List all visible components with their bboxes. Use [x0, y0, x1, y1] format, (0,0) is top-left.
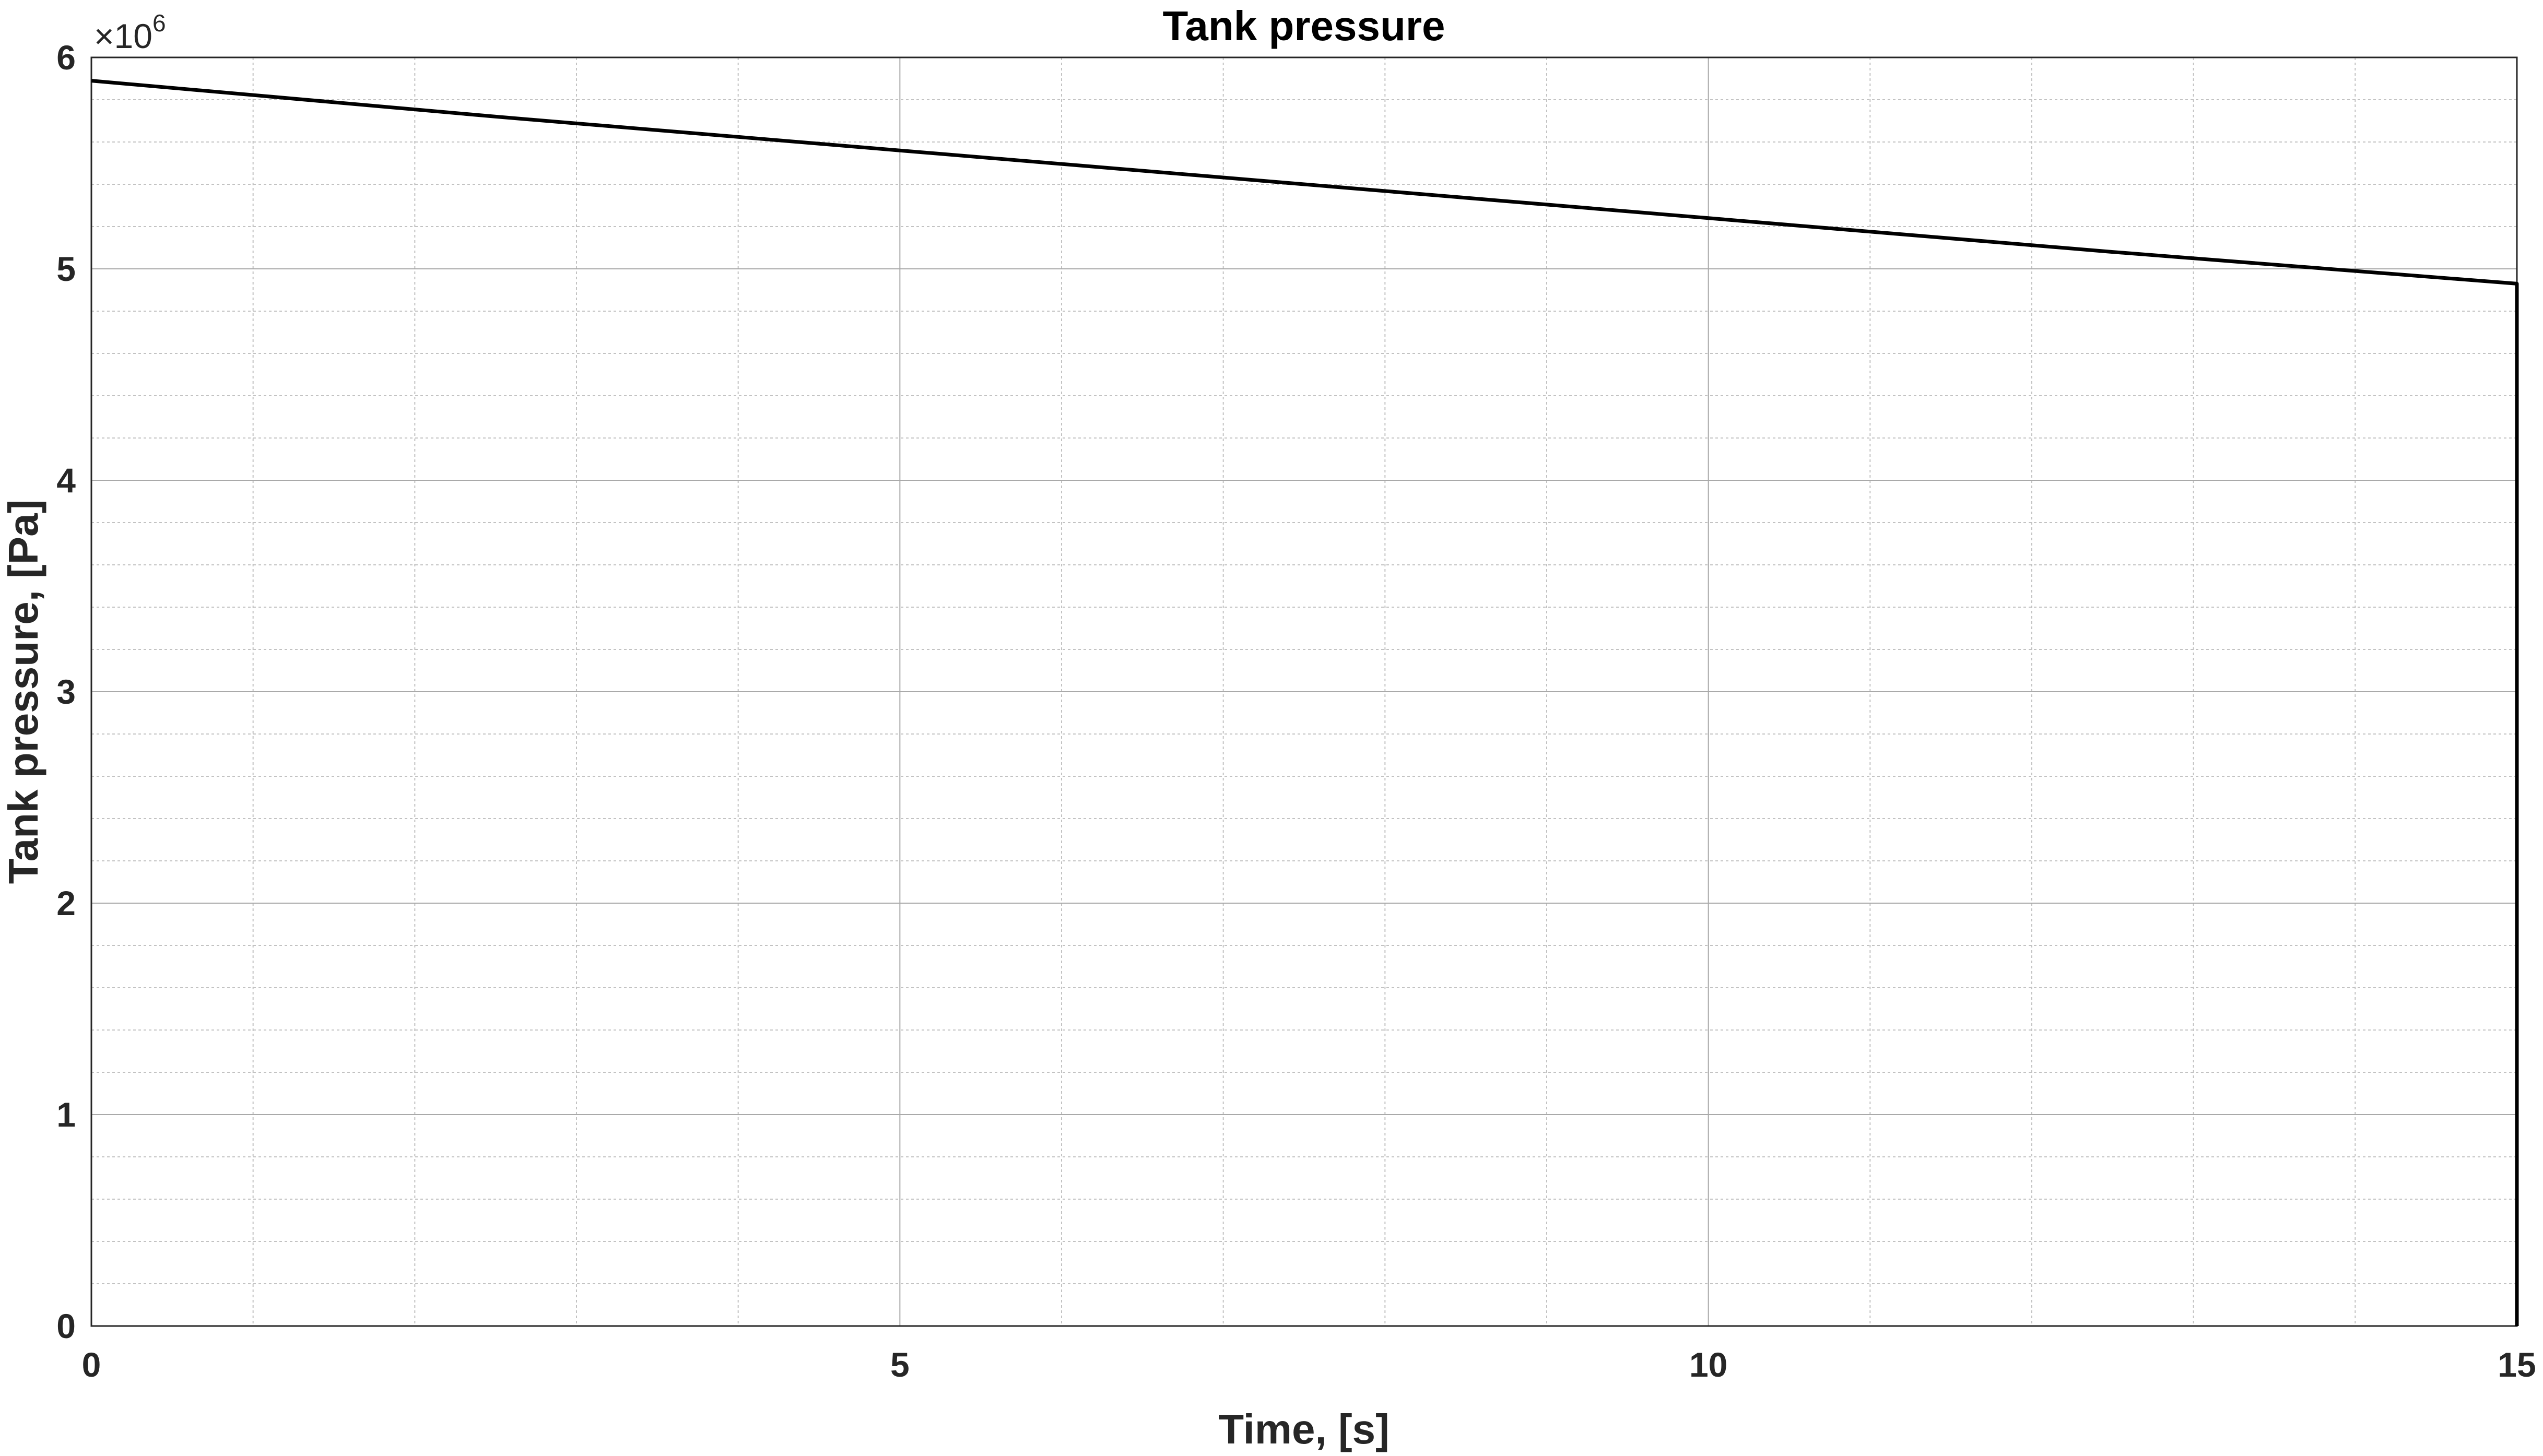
x-tick-label: 15	[2498, 1345, 2536, 1384]
y-axis-label: Tank pressure, [Pa]	[0, 500, 46, 884]
y-tick-label: 5	[56, 250, 76, 288]
x-axis-label: Time, [s]	[1218, 1406, 1390, 1452]
x-tick-label: 10	[1689, 1345, 1727, 1384]
x-tick-label: 5	[890, 1345, 910, 1384]
y-exponent-label: ×106	[94, 9, 166, 55]
y-tick-label: 2	[56, 884, 76, 922]
y-tick-label: 0	[56, 1307, 76, 1345]
chart-title: Tank pressure	[1163, 3, 1445, 49]
y-tick-labels: 0 1 2 3 4 5 6	[56, 38, 76, 1345]
series-layer	[91, 79, 2519, 1326]
y-tick-label: 6	[56, 38, 76, 77]
x-tick-label: 0	[82, 1345, 101, 1384]
x-tick-labels: 0 5 10 15	[82, 1345, 2536, 1384]
y-tick-label: 1	[56, 1095, 76, 1134]
series-line	[91, 79, 2519, 1326]
y-tick-label: 4	[56, 461, 76, 500]
y-tick-label: 3	[56, 672, 76, 711]
